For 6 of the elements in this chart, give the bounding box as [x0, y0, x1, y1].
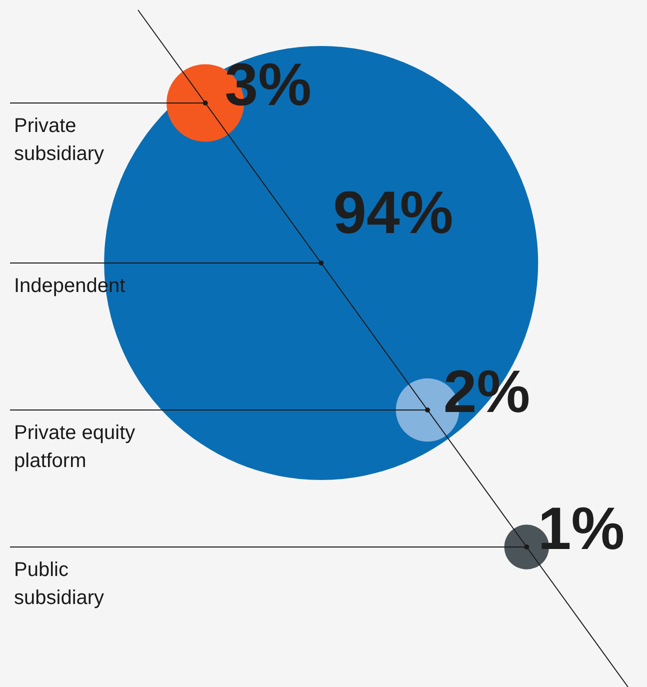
category-label: Private subsidiary [14, 115, 104, 165]
category-label: Private equity platform [14, 422, 136, 472]
data-label: 2% [443, 358, 530, 425]
category-label: Public subsidiary [14, 559, 104, 609]
data-label: 94% [333, 179, 454, 246]
data-label: 1% [538, 495, 625, 562]
